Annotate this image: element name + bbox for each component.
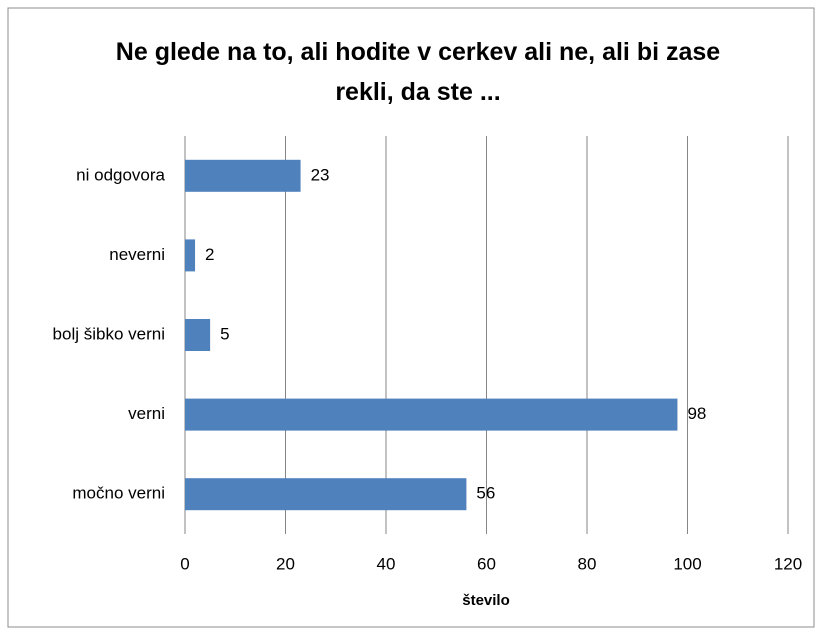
bar — [185, 159, 301, 192]
x-tick-label: 20 — [276, 554, 295, 573]
x-axis-label: število — [462, 592, 510, 609]
x-tick-label: 60 — [477, 554, 496, 573]
y-tick-label: neverni — [109, 245, 165, 264]
y-tick-label: ni odgovora — [76, 165, 165, 184]
y-tick-label: močno verni — [72, 484, 165, 503]
x-tick-label: 80 — [578, 554, 597, 573]
y-tick-label: verni — [128, 404, 165, 423]
chart-border — [7, 7, 815, 628]
x-tick-label: 100 — [673, 554, 701, 573]
chart-title: Ne glede na to, ali hodite v cerkev ali … — [115, 38, 721, 106]
x-tick-label: 40 — [377, 554, 396, 573]
data-label: 98 — [687, 404, 706, 423]
x-tick-label: 120 — [774, 554, 802, 573]
data-label: 5 — [220, 324, 229, 343]
data-label: 56 — [476, 484, 495, 503]
data-label: 2 — [205, 245, 214, 264]
data-label: 23 — [311, 165, 330, 184]
y-tick-label: bolj šibko verni — [53, 324, 165, 343]
bar — [185, 319, 211, 351]
bar — [185, 239, 196, 272]
bar — [185, 398, 678, 431]
bar — [185, 478, 467, 511]
x-tick-label: 0 — [180, 554, 189, 573]
